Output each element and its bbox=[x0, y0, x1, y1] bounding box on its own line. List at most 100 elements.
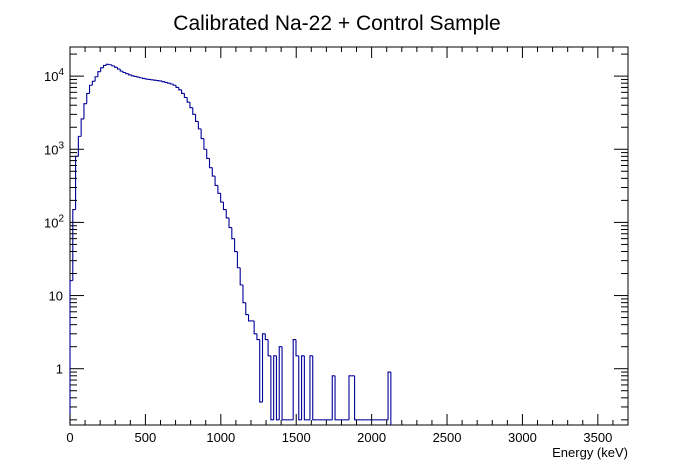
histogram-bin bbox=[91, 80, 96, 86]
histogram-bin bbox=[175, 85, 179, 88]
histogram-bin bbox=[102, 64, 107, 68]
histogram-bin bbox=[183, 93, 188, 99]
plot-frame bbox=[69, 46, 629, 426]
y-axis-ticks: 1 10 102 103 104 bbox=[44, 53, 628, 421]
histogram-bin bbox=[128, 73, 132, 76]
histogram-bin bbox=[161, 80, 165, 83]
histogram-bin bbox=[301, 355, 305, 420]
histogram-bin bbox=[200, 128, 204, 140]
histogram-bin bbox=[295, 339, 299, 357]
histogram-bin bbox=[189, 102, 193, 109]
histogram-bin bbox=[69, 280, 73, 425]
histogram-bin bbox=[312, 355, 316, 421]
x-tick-label: 2500 bbox=[433, 430, 462, 445]
histogram-bin bbox=[186, 97, 190, 103]
histogram-bin bbox=[334, 375, 338, 421]
histogram-bin bbox=[225, 209, 230, 219]
histogram-bin bbox=[222, 202, 227, 211]
histogram-bin bbox=[144, 78, 149, 80]
histogram-bin bbox=[211, 167, 216, 177]
x-tick-label: 2000 bbox=[357, 430, 386, 445]
histogram-bin bbox=[88, 84, 93, 94]
histogram-bin bbox=[195, 114, 199, 122]
histogram-bin bbox=[164, 81, 168, 83]
histogram-bin bbox=[264, 333, 269, 341]
histogram-bin bbox=[122, 71, 126, 74]
histogram-bin bbox=[231, 227, 235, 240]
histogram-bin bbox=[206, 149, 210, 159]
histogram-bin bbox=[116, 67, 121, 70]
histogram-bin bbox=[141, 77, 146, 79]
histogram-bin bbox=[208, 158, 213, 169]
histogram-bin bbox=[214, 176, 218, 187]
histogram-bin bbox=[303, 355, 308, 421]
y-tick-label: 102 bbox=[44, 213, 64, 230]
histogram-bin bbox=[261, 333, 266, 403]
histogram-bin bbox=[133, 75, 137, 77]
histogram-bin bbox=[248, 314, 252, 322]
histogram-bin bbox=[125, 72, 129, 75]
histogram-bin bbox=[239, 267, 243, 286]
y-tick-label: 1 bbox=[56, 362, 63, 377]
histogram-bin bbox=[275, 355, 280, 421]
histogram-bin bbox=[267, 339, 271, 357]
histogram-bin bbox=[270, 355, 274, 421]
x-tick-label: 0 bbox=[66, 430, 73, 445]
x-tick-label: 1500 bbox=[282, 430, 311, 445]
histogram-bin bbox=[139, 77, 143, 79]
histogram-bin bbox=[253, 320, 257, 335]
histogram-bin bbox=[354, 375, 358, 421]
histogram-bin bbox=[100, 67, 104, 72]
histogram-bin bbox=[256, 333, 260, 341]
histogram-bin bbox=[217, 185, 221, 194]
y-tick-label: 10 bbox=[49, 289, 63, 304]
histogram-bin bbox=[167, 82, 171, 84]
histogram-bin bbox=[136, 76, 140, 78]
x-tick-label: 500 bbox=[135, 430, 157, 445]
histogram-bin bbox=[387, 371, 391, 420]
histogram-bin bbox=[97, 71, 101, 77]
histogram-bin bbox=[348, 375, 352, 420]
histogram-bin bbox=[105, 63, 110, 66]
x-axis-label: Energy (keV) bbox=[552, 445, 628, 460]
x-tick-label: 1000 bbox=[206, 430, 235, 445]
histogram-bin bbox=[259, 339, 263, 403]
histogram-bin bbox=[292, 339, 296, 420]
histogram-bin bbox=[197, 121, 202, 130]
y-tick-label: 104 bbox=[44, 67, 64, 84]
histogram-bin bbox=[220, 193, 224, 203]
chart-title: Calibrated Na-22 + Control Sample bbox=[173, 12, 500, 35]
histogram-bin bbox=[236, 251, 241, 269]
histogram-bin bbox=[242, 284, 246, 304]
histogram-bin bbox=[114, 65, 118, 68]
histogram-bin bbox=[181, 89, 185, 94]
histogram-bin bbox=[86, 92, 90, 104]
histogram-bin bbox=[278, 346, 283, 420]
histogram-bin bbox=[228, 217, 232, 229]
histogram-bin bbox=[111, 64, 115, 67]
histogram-bin bbox=[298, 355, 302, 421]
x-tick-label: 3500 bbox=[583, 430, 612, 445]
histogram-bin bbox=[94, 76, 98, 82]
histogram-bin bbox=[130, 74, 135, 77]
histogram-bin bbox=[80, 118, 84, 137]
x-tick-label: 3000 bbox=[508, 430, 537, 445]
histogram-bin bbox=[119, 69, 124, 72]
histogram-bin bbox=[178, 87, 182, 91]
histogram-bin bbox=[203, 138, 207, 150]
histogram-bin bbox=[169, 83, 174, 85]
histogram-bin bbox=[172, 84, 177, 86]
y-tick-label: 103 bbox=[44, 140, 64, 157]
histogram-bin bbox=[245, 302, 249, 316]
histogram-bin bbox=[234, 238, 238, 253]
histogram-bin bbox=[192, 107, 196, 115]
histogram-layer bbox=[69, 63, 392, 425]
x-axis-ticks: 0 500 1000 1500 2000 2500 3000 3500 bbox=[66, 47, 629, 445]
histogram-bin bbox=[281, 346, 285, 421]
histogram-bin bbox=[83, 103, 87, 119]
histogram-bin bbox=[273, 355, 277, 420]
histogram-bin bbox=[309, 355, 313, 420]
histogram-bin bbox=[72, 208, 76, 281]
